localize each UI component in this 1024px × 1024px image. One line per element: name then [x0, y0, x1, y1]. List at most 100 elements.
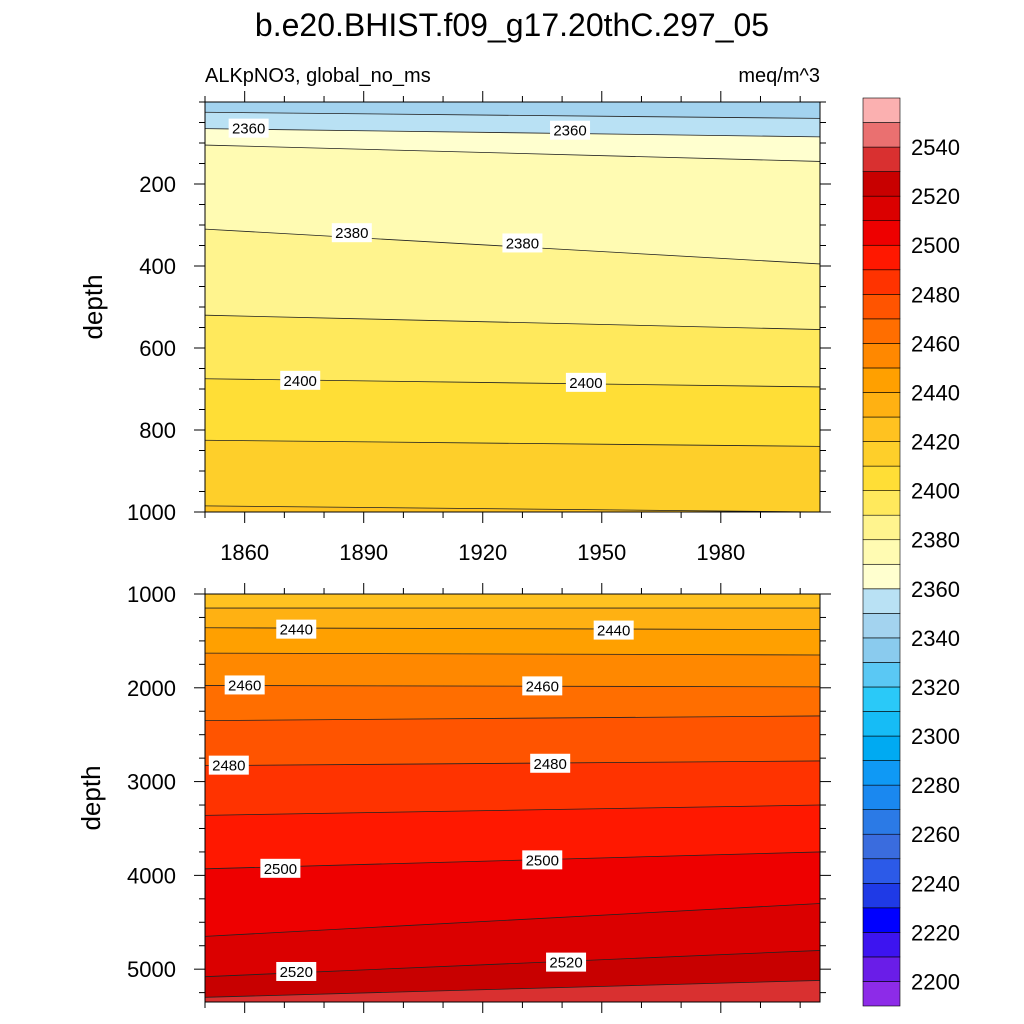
- contour-label-text: 2360: [553, 123, 586, 140]
- upper-panel: 2360 2360 2380 2380 2400 2400 200 400 600 800 1000…: [127, 91, 831, 565]
- chart-title: b.e20.BHIST.f09_g17.20thC.297_05: [255, 7, 769, 43]
- contour-band-2440: [205, 627, 820, 655]
- contour-line-2500: [204, 851, 821, 870]
- contour-label-text: 2520: [549, 955, 582, 972]
- colorbar-box: [862, 367, 901, 393]
- units-label: meq/m^3: [738, 65, 820, 87]
- contour-label-2360: 2360: [228, 118, 269, 138]
- contour-line-2370: [204, 144, 821, 162]
- contour-band-2380: [205, 229, 820, 330]
- contour-line-2480: [204, 760, 821, 767]
- colorbar-label: 2380: [911, 528, 960, 553]
- contour-line-2510: [204, 903, 821, 937]
- colorbar-label: 2300: [911, 724, 960, 749]
- colorbar-box: [862, 294, 901, 320]
- contour-band-2350: [205, 112, 820, 137]
- lower-panel: 2440 2440 2460 2460 2480 2480 2500 2500 2520 2520…: [127, 582, 831, 1013]
- colorbar-box: [862, 343, 901, 369]
- colorbar-label: 2420: [911, 430, 960, 455]
- contour-label-text: 2440: [597, 623, 630, 640]
- colorbar-box: [862, 686, 901, 712]
- contour-line-2460: [204, 685, 821, 688]
- y-tick-label: 800: [139, 418, 176, 443]
- contour-label-2400: 2400: [280, 370, 321, 390]
- y-tick-label: 1000: [127, 582, 176, 607]
- contour-label-text: 2480: [212, 758, 245, 775]
- contour-line-2390: [204, 314, 821, 330]
- colorbar-box: [862, 858, 901, 884]
- colorbar-label: 2360: [911, 577, 960, 602]
- contour-label-2480: 2480: [208, 755, 249, 775]
- colorbar-box: [862, 760, 901, 786]
- colorbar-box: [862, 171, 901, 197]
- colorbar-box: [862, 514, 901, 541]
- contour-label-text: 2440: [280, 622, 313, 639]
- contour-label-text: 2360: [232, 121, 265, 138]
- x-tick-label: 1950: [577, 540, 626, 565]
- colorbar-box: [862, 833, 901, 860]
- colorbar-box: [862, 441, 901, 467]
- colorbar-box: [862, 244, 901, 271]
- colorbar-label: 2260: [911, 822, 960, 847]
- contour-line-2360: [204, 128, 821, 138]
- colorbar-box: [862, 613, 901, 639]
- y-tick-label: 3000: [127, 770, 176, 795]
- contour-label-2520: 2520: [546, 952, 587, 972]
- contour-label-2380: 2380: [502, 233, 543, 253]
- x-tick-label: 1890: [339, 540, 388, 565]
- contour-label-text: 2400: [569, 375, 602, 392]
- colorbar-box: [862, 882, 901, 909]
- contour-band-2530: [205, 980, 820, 1002]
- contour-label-text: 2400: [284, 373, 317, 390]
- colorbar-box: [862, 711, 901, 737]
- colorbar-box: [862, 465, 901, 491]
- colorbar-box: [862, 318, 901, 344]
- colorbar-label: 2280: [911, 773, 960, 798]
- colorbar-box: [862, 588, 901, 614]
- contour-line-2530: [204, 980, 821, 998]
- colorbar-box: [862, 220, 901, 246]
- contour-label-text: 2460: [228, 677, 261, 694]
- contour-label-2480: 2480: [530, 753, 571, 773]
- contour-label-2440: 2440: [593, 620, 634, 640]
- y-tick-label: 5000: [127, 957, 176, 982]
- colorbar-label: 2440: [911, 380, 960, 405]
- colorbar-box: [862, 784, 901, 810]
- contour-band-2490: [205, 805, 820, 869]
- colorbar-box: [862, 490, 901, 516]
- colorbar-box: [862, 122, 901, 148]
- contour-band-2430: [205, 608, 820, 630]
- x-tick-label: 1860: [220, 540, 269, 565]
- contour-band-2450: [205, 653, 820, 687]
- colorbar-label: 2320: [911, 675, 960, 700]
- y-tick-label: 2000: [127, 676, 176, 701]
- colorbar-label: 2400: [911, 479, 960, 504]
- contour-line-2420: [204, 505, 821, 513]
- variable-label: ALKpNO3, global_no_ms: [205, 65, 431, 87]
- colorbar-box: [862, 269, 901, 295]
- contour-band-2410: [205, 440, 820, 512]
- colorbar-box: [862, 146, 901, 172]
- contour-band-2500: [205, 851, 820, 937]
- colorbar-label: 2340: [911, 626, 960, 651]
- contour-label-text: 2480: [534, 756, 567, 773]
- colorbar-label: 2540: [911, 135, 960, 160]
- colorbar-box: [862, 416, 901, 442]
- colorbar-box: [862, 392, 901, 418]
- colorbar-label: 2460: [911, 331, 960, 356]
- plot-frame: [204, 593, 821, 1003]
- contour-label-2440: 2440: [276, 619, 317, 639]
- colorbar-label: 2200: [911, 969, 960, 994]
- colorbar-box: [862, 932, 901, 958]
- colorbar-box: [862, 563, 901, 590]
- contour-line-2350: [204, 111, 821, 119]
- colorbar-box: [862, 662, 901, 688]
- colorbar-box: [862, 981, 901, 1007]
- y-tick-label: 600: [139, 336, 176, 361]
- contour-label-2500: 2500: [522, 850, 563, 870]
- colorbar-label: 2240: [911, 871, 960, 896]
- colorbar-box: [862, 97, 901, 123]
- colorbar-box: [862, 637, 901, 663]
- colorbar-box: [862, 809, 901, 835]
